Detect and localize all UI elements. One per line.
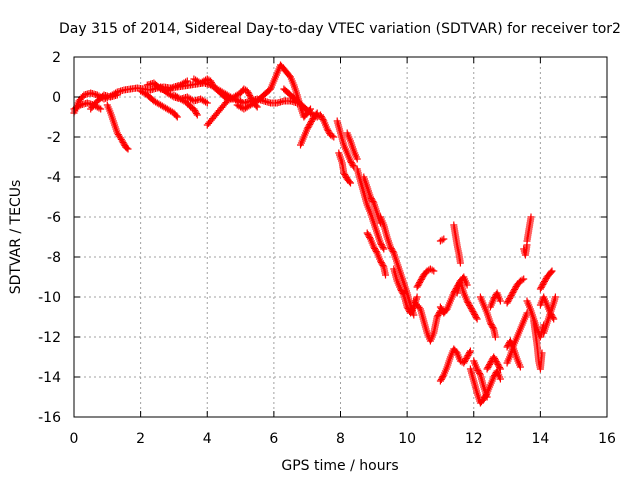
x-tick-label: 12 xyxy=(465,431,483,447)
data-point-group xyxy=(170,91,211,107)
x-tick-label: 4 xyxy=(203,431,212,447)
y-tick-label: -10 xyxy=(38,290,61,306)
x-axis-label: GPS time / hours xyxy=(281,458,398,474)
x-tick-label: 16 xyxy=(598,431,616,447)
data-point-group xyxy=(530,317,546,373)
x-tick-label: 2 xyxy=(136,431,145,447)
data-point-group xyxy=(503,337,524,371)
data-point-group xyxy=(413,265,438,291)
x-tick-label: 14 xyxy=(531,431,549,447)
y-tick-label: -6 xyxy=(47,210,61,226)
y-tick-label: -4 xyxy=(47,170,61,186)
x-tick-label: 10 xyxy=(398,431,416,447)
data-point-group xyxy=(103,101,132,153)
data-point-group xyxy=(536,267,556,293)
data-point-group xyxy=(410,297,444,345)
data-point-group xyxy=(466,365,504,407)
grid-layer xyxy=(74,57,607,417)
tick-layer xyxy=(73,56,608,418)
data-point-group xyxy=(523,213,535,245)
data-point-group xyxy=(335,149,354,187)
data-point-group xyxy=(470,357,491,401)
x-tick-label: 6 xyxy=(269,431,278,447)
label-layer: 0 2 4 6 8 10 12 14 16 2 0 -2 -4 -6 -8 -10 -12 -14 -16 xyxy=(38,50,616,447)
data-point-group xyxy=(503,275,528,307)
data-point-group xyxy=(436,235,448,245)
x-tick-label: 8 xyxy=(336,431,345,447)
y-tick-label: -14 xyxy=(38,370,61,386)
data-point-group xyxy=(280,85,338,141)
y-tick-label: 2 xyxy=(52,50,61,66)
data-point-group xyxy=(540,293,559,337)
data-point-group xyxy=(137,87,181,121)
data-point-group xyxy=(476,293,499,341)
data-point-group xyxy=(453,273,471,297)
y-tick-label: -8 xyxy=(47,250,61,266)
y-axis-label: SDTVAR / TECUs xyxy=(8,180,24,295)
data-point-group xyxy=(450,221,464,267)
data-layer xyxy=(70,61,559,407)
data-point-group xyxy=(363,229,389,279)
data-point-group xyxy=(483,353,504,373)
data-point-group xyxy=(87,91,121,113)
data-point-group xyxy=(333,117,358,171)
y-tick-label: -2 xyxy=(47,130,61,146)
data-point-group xyxy=(343,129,361,163)
data-point-group xyxy=(143,77,191,95)
data-point-group xyxy=(353,165,388,253)
data-point-group xyxy=(377,213,418,319)
y-tick-label: -12 xyxy=(38,330,61,346)
data-point-group xyxy=(520,241,531,259)
data-point-group xyxy=(297,109,321,149)
data-point-group xyxy=(436,345,474,385)
x-tick-label: 0 xyxy=(70,431,79,447)
chart-title: Day 315 of 2014, Sidereal Day-to-day VTE… xyxy=(59,21,621,37)
data-point-group xyxy=(486,289,504,311)
y-tick-label: 0 xyxy=(52,90,61,106)
y-tick-label: -16 xyxy=(38,410,61,426)
